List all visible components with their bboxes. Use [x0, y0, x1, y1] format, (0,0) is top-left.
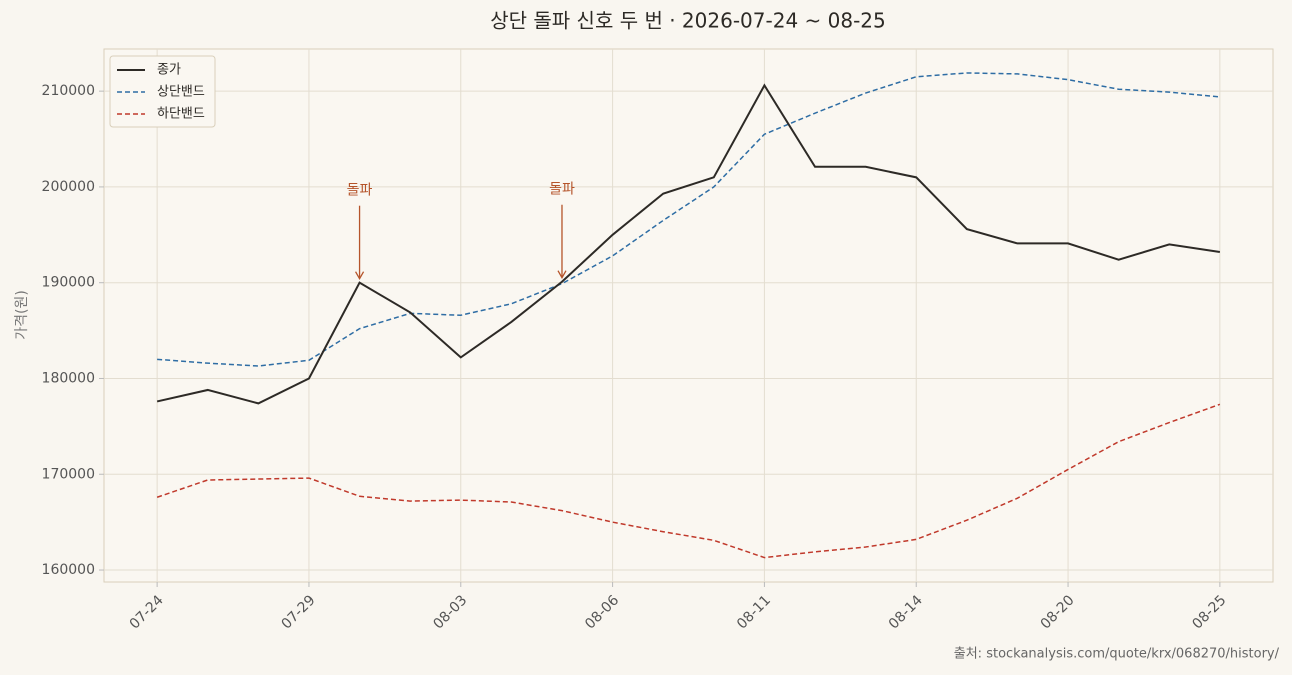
annotation: 돌파 [549, 182, 575, 198]
chart-title: 상단 돌파 신호 두 번 · 2026-07-24 ~ 08-25 [490, 9, 886, 33]
series-line [156, 83, 1221, 405]
legend-label: 하단밴드 [157, 107, 205, 122]
series-line [157, 72, 1220, 367]
annotation-arrowhead [557, 270, 567, 280]
annotation: 돌파 [347, 183, 373, 199]
y-tick-label: 210000 [42, 83, 95, 99]
y-tick-label: 180000 [42, 370, 95, 386]
source: 출처: stockanalysis.com/quote/krx/068270/h… [954, 647, 1280, 662]
y-axis-label: 가격(원) [14, 290, 30, 340]
legend-label: 종가 [157, 63, 181, 78]
legend-box [109, 55, 216, 128]
annotation-arrowhead [354, 271, 365, 281]
y-tick-label: 170000 [42, 466, 95, 482]
y-tick-label: 200000 [42, 179, 95, 195]
y-tick-label: 190000 [42, 275, 95, 291]
series-line [156, 403, 1221, 559]
y-tick-label: 160000 [42, 562, 95, 578]
legend-label: 상단밴드 [157, 85, 205, 100]
plot-area [103, 48, 1274, 583]
